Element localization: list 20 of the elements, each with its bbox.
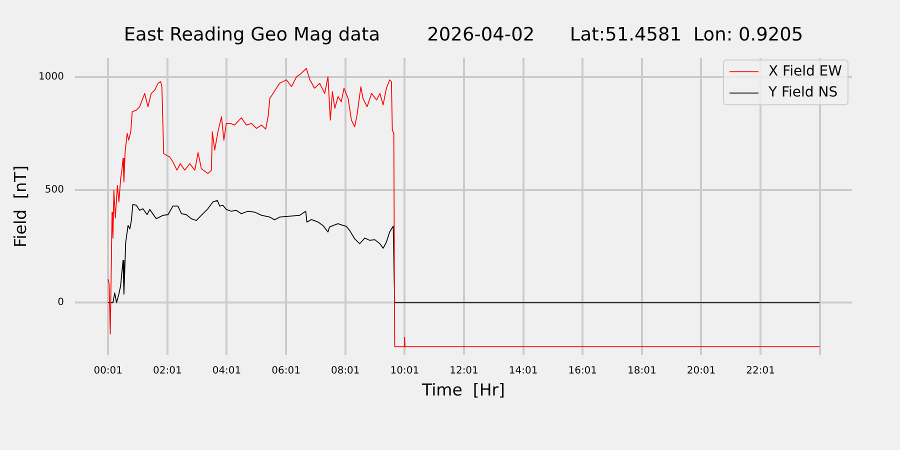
y-tick-label: 1000: [38, 72, 64, 83]
x-tick-label: 14:01: [508, 366, 538, 377]
x-tick-label: 20:01: [686, 366, 716, 377]
x-tick-label: 00:01: [94, 366, 123, 377]
y-axis-title: Field [nT]: [11, 166, 30, 248]
y-tick-label: 0: [58, 297, 64, 308]
x-tick-label: 02:01: [153, 366, 182, 377]
x-tick-label: 10:01: [390, 366, 420, 377]
x-tick-label: 18:01: [628, 366, 656, 377]
x-tick-label: 06:01: [272, 366, 300, 377]
x-tick-label: 04:01: [212, 366, 242, 377]
y-tick-label: 500: [44, 184, 64, 196]
x-tick-label: 22:01: [746, 366, 775, 377]
legend-label: Y Field NS: [768, 84, 838, 101]
chart-title: East Reading Geo Mag data 2026-04-02 Lat:51.4581 Lon: 0.9205: [124, 24, 804, 46]
x-tick-label: 12:01: [450, 366, 478, 377]
x-tick-label: 16:01: [568, 366, 598, 377]
legend-label: X Field EW: [768, 63, 842, 80]
x-axis-title: Time [Hr]: [421, 380, 505, 400]
x-tick-label: 08:01: [330, 366, 360, 377]
